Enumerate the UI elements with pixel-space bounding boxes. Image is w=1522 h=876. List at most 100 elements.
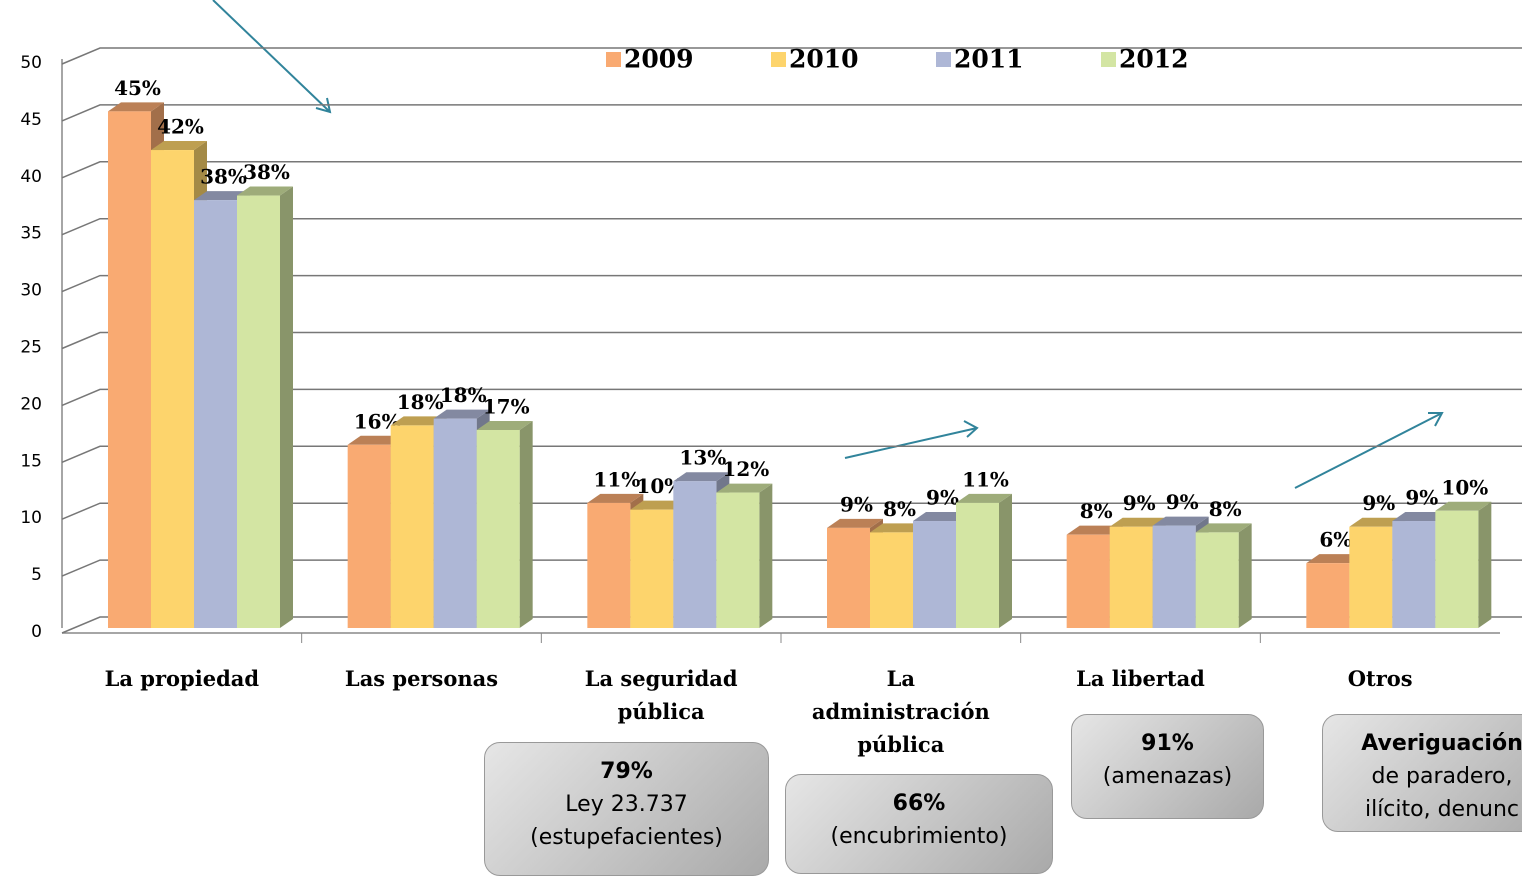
bar-top xyxy=(390,416,447,426)
bar-top xyxy=(913,512,969,522)
annotation-line: de paradero, xyxy=(1371,764,1513,789)
value-label: 10% xyxy=(1441,475,1488,499)
bar-top xyxy=(194,191,250,201)
bar-side xyxy=(280,186,293,628)
value-label: 9% xyxy=(1166,490,1199,514)
bar xyxy=(673,481,717,628)
legend-swatch xyxy=(606,52,621,67)
annotation-line: Ley 23.737 xyxy=(565,792,688,817)
grid-line xyxy=(61,217,1522,236)
bar xyxy=(1306,563,1350,628)
value-label: 8% xyxy=(883,497,916,521)
grid-line xyxy=(61,161,1522,179)
bar-top xyxy=(1109,517,1166,527)
bar-top xyxy=(1306,554,1363,564)
bar-side xyxy=(999,493,1012,628)
bar-side xyxy=(519,420,533,628)
bar xyxy=(194,200,237,628)
bar-top xyxy=(108,102,164,112)
bar xyxy=(237,195,280,628)
arrows xyxy=(212,0,1444,489)
annotation-line: Averiguación xyxy=(1361,731,1522,756)
bar xyxy=(587,502,631,628)
bar xyxy=(433,418,477,628)
grid-line xyxy=(61,274,1522,293)
bar xyxy=(151,150,194,629)
legend-label: 2010 xyxy=(789,45,859,74)
bar xyxy=(347,444,391,628)
grid-line xyxy=(61,104,1522,122)
y-tick-label: 30 xyxy=(20,281,42,301)
bar-side xyxy=(1238,523,1252,628)
bar xyxy=(630,509,674,628)
legend-label: 2011 xyxy=(954,45,1024,74)
value-label: 8% xyxy=(1209,497,1242,521)
value-label: 42% xyxy=(157,115,204,139)
value-label: 9% xyxy=(840,492,873,516)
legend-swatch xyxy=(936,52,951,67)
legend-label: 2009 xyxy=(624,45,694,74)
grid-line xyxy=(61,331,1522,350)
category-label: Las personas xyxy=(344,666,499,691)
bar-top xyxy=(587,493,644,503)
bar xyxy=(870,532,913,628)
grid-line xyxy=(61,616,1522,634)
value-label: 12% xyxy=(722,457,769,481)
grid-line xyxy=(61,559,1522,577)
bar-side xyxy=(1478,501,1492,628)
bar xyxy=(1195,532,1239,628)
category-label: Otros xyxy=(1347,666,1413,691)
bar-top xyxy=(1392,512,1449,522)
annotation-box: 91% (amenazas) xyxy=(1071,714,1264,819)
value-label: 9% xyxy=(1123,491,1156,515)
bar-top xyxy=(1195,523,1252,533)
bar xyxy=(108,111,151,628)
annotation-box: 79% Ley 23.737 (estupefacientes) xyxy=(484,742,769,876)
value-label: 38% xyxy=(243,160,290,184)
bar xyxy=(1066,534,1110,628)
bar-top xyxy=(827,518,883,528)
value-label: 8% xyxy=(1080,499,1113,523)
y-tick-label: 5 xyxy=(31,565,42,585)
bar xyxy=(1349,526,1393,628)
bar-top xyxy=(476,420,533,430)
bar-top xyxy=(347,435,404,445)
category-label: La administración pública xyxy=(811,666,990,757)
bar-top xyxy=(1349,517,1406,527)
value-label: 17% xyxy=(483,394,530,418)
value-label: 18% xyxy=(397,390,444,414)
value-label: 9% xyxy=(926,486,959,510)
bar xyxy=(1392,521,1436,628)
bar-top xyxy=(1435,501,1492,511)
value-label: 45% xyxy=(114,76,161,100)
value-label: 38% xyxy=(200,165,247,189)
category-label: La seguridad pública xyxy=(584,666,738,724)
annotation-box: 66% (encubrimiento) xyxy=(785,774,1053,874)
bar xyxy=(716,492,760,628)
grid-line xyxy=(61,47,1522,65)
legend-swatch xyxy=(1101,52,1116,67)
bar-top xyxy=(870,523,926,533)
y-tick-label: 0 xyxy=(31,622,42,642)
annotation-line: 91% xyxy=(1141,731,1194,756)
y-tick-label: 25 xyxy=(20,338,42,358)
bar xyxy=(1435,510,1479,628)
annotation-line: 79% xyxy=(600,759,653,784)
value-label: 6% xyxy=(1319,528,1352,552)
bar-top xyxy=(433,409,490,419)
annotation-line: 66% xyxy=(892,791,946,816)
value-label: 13% xyxy=(679,446,726,470)
y-tick-label: 45 xyxy=(20,110,42,130)
legend-swatch xyxy=(771,52,786,67)
bar xyxy=(1152,525,1196,628)
bar-top xyxy=(1066,525,1123,535)
bar xyxy=(476,429,520,628)
annotation-box: Averiguación de paradero, ilícito, denunc xyxy=(1322,714,1522,832)
value-label: 9% xyxy=(1362,491,1395,515)
y-tick-label: 35 xyxy=(20,224,42,244)
grid-line xyxy=(61,502,1522,520)
legend-label: 2012 xyxy=(1119,45,1189,74)
y-tick-label: 50 xyxy=(20,53,42,73)
